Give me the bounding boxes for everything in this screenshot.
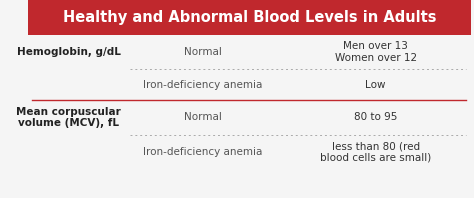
Text: Iron-deficiency anemia: Iron-deficiency anemia [143,80,263,90]
Text: Mean corpuscular
volume (MCV), fL: Mean corpuscular volume (MCV), fL [16,107,121,128]
Text: Healthy and Abnormal Blood Levels in Adults: Healthy and Abnormal Blood Levels in Adu… [63,10,436,25]
Text: Men over 13
Women over 12: Men over 13 Women over 12 [335,41,417,63]
Text: Hemoglobin, g/dL: Hemoglobin, g/dL [17,47,121,57]
Text: Low: Low [365,80,386,90]
Text: Normal: Normal [184,112,222,122]
Text: 80 to 95: 80 to 95 [354,112,397,122]
Text: less than 80 (red
blood cells are small): less than 80 (red blood cells are small) [320,141,431,163]
FancyBboxPatch shape [27,0,471,35]
Text: Normal: Normal [184,47,222,57]
Text: Iron-deficiency anemia: Iron-deficiency anemia [143,147,263,157]
